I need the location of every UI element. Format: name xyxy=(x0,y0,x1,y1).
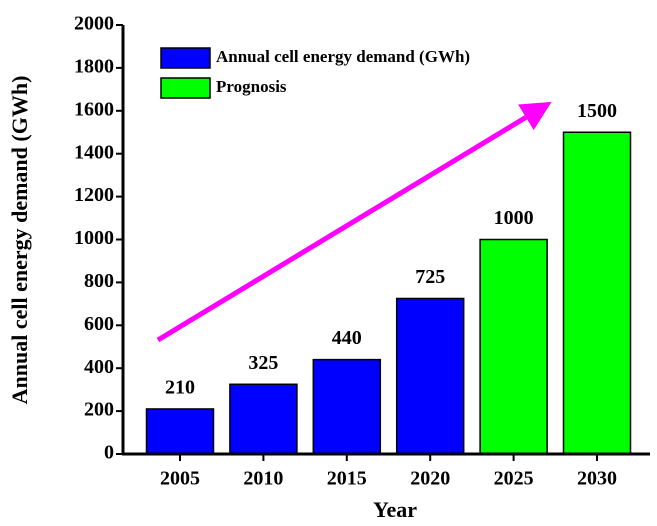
x-tick-label: 2015 xyxy=(327,468,367,490)
data-label: 440 xyxy=(332,327,362,349)
y-axis-title: Annual cell energy demand (GWh) xyxy=(7,76,32,405)
bar xyxy=(395,297,465,455)
x-tick-label: 2025 xyxy=(494,468,534,490)
x-tick-label: 2005 xyxy=(160,468,200,490)
bar xyxy=(145,408,215,455)
x-tick-label: 2020 xyxy=(410,468,450,490)
legend-label: Annual cell energy demand (GWh) xyxy=(216,47,470,66)
trend-arrow xyxy=(156,101,552,343)
x-axis-title: Year xyxy=(373,497,417,522)
y-tick-label: 600 xyxy=(84,313,114,335)
y-tick-label: 0 xyxy=(104,442,114,464)
data-label: 725 xyxy=(415,266,445,288)
y-tick-label: 1600 xyxy=(74,98,114,120)
bar xyxy=(562,131,632,455)
bar xyxy=(479,238,548,455)
y-tick-label: 200 xyxy=(84,399,114,421)
x-tick-label: 2010 xyxy=(243,468,283,490)
data-label: 325 xyxy=(248,352,278,374)
x-tick-label: 2030 xyxy=(577,468,617,490)
bar xyxy=(312,358,382,455)
y-tick-label: 1800 xyxy=(74,55,114,77)
data-label: 1000 xyxy=(494,207,534,229)
y-tick-label: 1000 xyxy=(74,227,114,249)
y-tick-label: 1400 xyxy=(74,141,114,163)
y-tick-label: 800 xyxy=(84,270,114,292)
data-label: 1500 xyxy=(577,100,617,122)
legend-swatch xyxy=(160,47,211,69)
y-tick-label: 1200 xyxy=(74,184,114,206)
y-tick-label: 2000 xyxy=(74,13,114,35)
legend-label: Prognosis xyxy=(216,77,287,96)
legend-swatch xyxy=(160,77,211,99)
bar xyxy=(229,383,298,455)
y-tick-label: 400 xyxy=(84,356,114,378)
data-label: 210 xyxy=(165,377,195,399)
